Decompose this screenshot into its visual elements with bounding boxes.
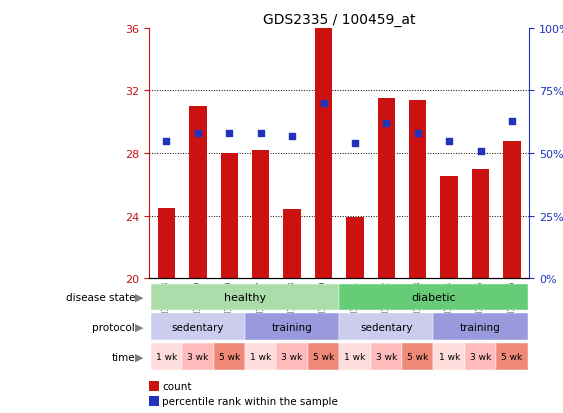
Bar: [182, 344, 213, 370]
Bar: [308, 344, 339, 370]
Text: training: training: [460, 322, 501, 332]
Point: [162, 138, 171, 145]
Bar: [434, 344, 465, 370]
Bar: [472, 169, 489, 278]
Bar: [189, 107, 207, 278]
Bar: [339, 344, 370, 370]
Point: [319, 100, 328, 107]
Bar: [149, 396, 159, 406]
Text: training: training: [272, 322, 312, 332]
Text: ▶: ▶: [135, 352, 144, 362]
Bar: [221, 154, 238, 278]
Bar: [245, 344, 276, 370]
Bar: [151, 314, 245, 340]
Bar: [465, 344, 496, 370]
Text: ▶: ▶: [135, 292, 144, 302]
Bar: [503, 141, 521, 278]
Title: GDS2335 / 100459_at: GDS2335 / 100459_at: [263, 12, 415, 26]
Point: [382, 121, 391, 127]
Bar: [158, 208, 175, 278]
Bar: [315, 29, 332, 278]
Text: sedentary: sedentary: [360, 322, 413, 332]
Text: 5 wk: 5 wk: [313, 352, 334, 361]
Point: [225, 131, 234, 137]
Bar: [370, 344, 402, 370]
Point: [445, 138, 454, 145]
Text: 1 wk: 1 wk: [250, 352, 271, 361]
Text: healthy: healthy: [224, 292, 266, 302]
Bar: [213, 344, 245, 370]
Bar: [151, 284, 339, 311]
Bar: [252, 150, 269, 278]
Bar: [339, 284, 528, 311]
Text: disease state: disease state: [66, 292, 135, 302]
Text: time: time: [111, 352, 135, 362]
Text: percentile rank within the sample: percentile rank within the sample: [163, 396, 338, 406]
Bar: [151, 344, 182, 370]
Bar: [339, 314, 434, 340]
Point: [507, 118, 516, 124]
Text: 1 wk: 1 wk: [439, 352, 460, 361]
Text: sedentary: sedentary: [172, 322, 224, 332]
Point: [350, 140, 359, 147]
Text: 3 wk: 3 wk: [470, 352, 491, 361]
Bar: [346, 218, 364, 278]
Text: ▶: ▶: [135, 322, 144, 332]
Point: [413, 131, 422, 137]
Bar: [378, 99, 395, 278]
Bar: [402, 344, 434, 370]
Text: 3 wk: 3 wk: [187, 352, 208, 361]
Text: count: count: [163, 381, 192, 391]
Text: 3 wk: 3 wk: [376, 352, 397, 361]
Point: [288, 133, 297, 140]
Text: 5 wk: 5 wk: [501, 352, 522, 361]
Bar: [434, 314, 528, 340]
Bar: [496, 344, 528, 370]
Text: 1 wk: 1 wk: [156, 352, 177, 361]
Point: [476, 148, 485, 154]
Text: 5 wk: 5 wk: [407, 352, 428, 361]
Bar: [440, 177, 458, 278]
Point: [193, 131, 202, 137]
Bar: [245, 314, 339, 340]
Point: [256, 131, 265, 137]
Text: 3 wk: 3 wk: [282, 352, 303, 361]
Text: protocol: protocol: [92, 322, 135, 332]
Text: 1 wk: 1 wk: [345, 352, 365, 361]
Bar: [276, 344, 308, 370]
Text: 5 wk: 5 wk: [218, 352, 240, 361]
Text: diabetic: diabetic: [411, 292, 455, 302]
Bar: [149, 381, 159, 391]
Bar: [283, 210, 301, 278]
Bar: [409, 101, 426, 278]
